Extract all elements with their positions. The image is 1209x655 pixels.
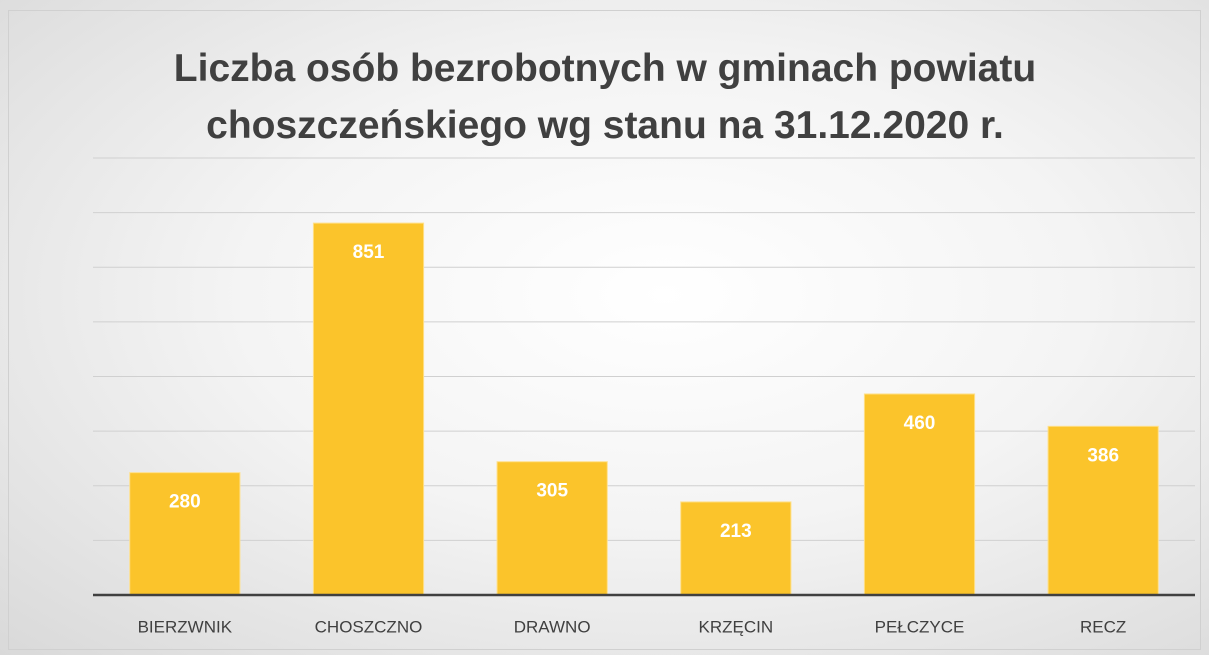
x-tick-label: PEŁCZYCE bbox=[875, 617, 965, 636]
x-tick-label: CHOSZCZNO bbox=[315, 617, 423, 636]
chart-frame bbox=[8, 10, 1201, 650]
bar bbox=[496, 461, 608, 596]
bar bbox=[129, 472, 241, 596]
bar bbox=[1047, 425, 1159, 596]
chart-title: Liczba osób bezrobotnych w gminach powia… bbox=[173, 47, 1037, 147]
bar bbox=[312, 222, 425, 596]
x-tick-label: KRZĘCIN bbox=[699, 617, 774, 636]
x-tick-label: RECZ bbox=[1080, 617, 1126, 636]
bar bbox=[863, 393, 976, 596]
data-label: 386 bbox=[1087, 445, 1119, 466]
bar bbox=[680, 501, 792, 596]
data-label: 280 bbox=[169, 492, 201, 513]
x-tick-label: DRAWNO bbox=[514, 617, 591, 636]
x-tick-label: BIERZWNIK bbox=[138, 617, 233, 636]
data-label: 305 bbox=[536, 481, 568, 502]
data-label: 213 bbox=[720, 521, 752, 542]
data-label: 460 bbox=[904, 413, 936, 434]
data-label: 851 bbox=[353, 242, 385, 263]
